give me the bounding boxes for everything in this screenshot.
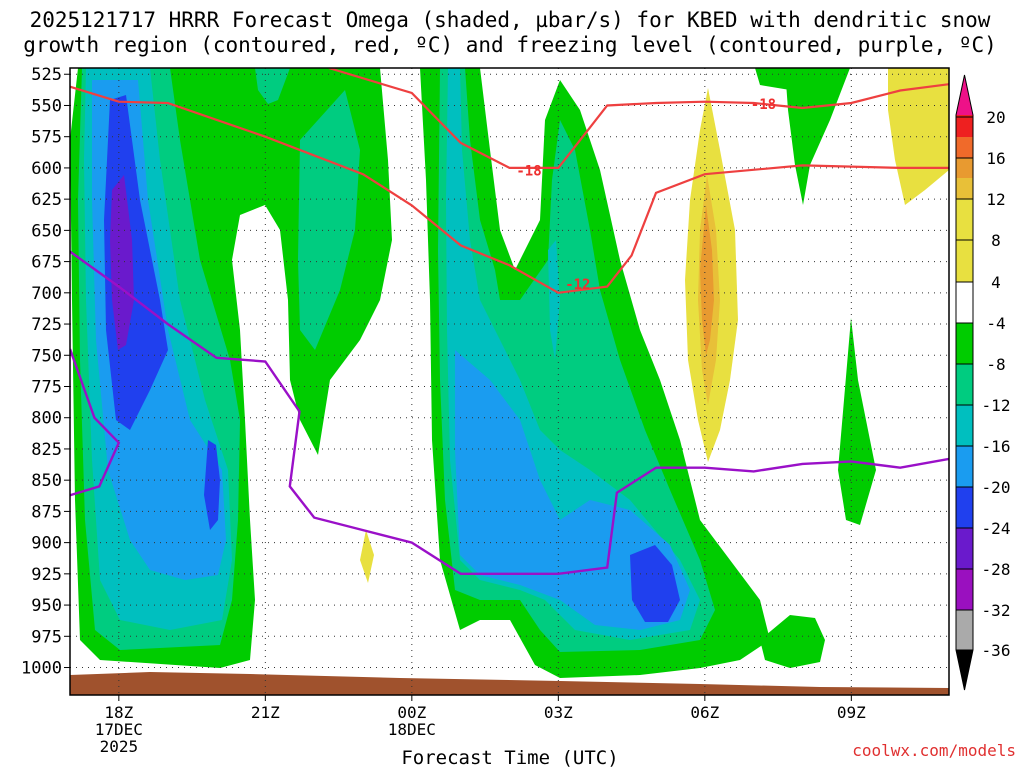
colorbar-label: 16 <box>986 149 1005 168</box>
colorbar-label: -28 <box>982 560 1011 579</box>
x-tick-label: 00Z <box>397 703 426 722</box>
y-tick-label: 925 <box>31 565 62 585</box>
y-tick-label: 775 <box>31 377 62 397</box>
plot-frame <box>69 67 950 696</box>
y-axis: 525 550 575 600 625 650 675 700 725 750 775 800 825 8… <box>21 65 70 679</box>
colorbar-segment <box>956 610 973 650</box>
freezing-level-contour <box>70 250 949 575</box>
y-tick-label: 875 <box>31 502 62 522</box>
freezing-level-contour <box>70 348 121 497</box>
contour-label: -18 <box>751 97 776 113</box>
y-tick-label: 750 <box>31 346 62 366</box>
colorbar-segment <box>956 199 973 240</box>
colorbar-segment <box>956 323 973 364</box>
colorbar-label: -4 <box>986 314 1005 333</box>
colorbar-segment <box>956 115 973 137</box>
colorbar-segment <box>956 282 973 323</box>
x-tick-label: 09Z <box>837 703 866 722</box>
x-tick-label: 18Z <box>104 703 133 722</box>
x-tick-label: 21Z <box>251 703 280 722</box>
title-line-2: growth region (contoured, red, ºC) and f… <box>23 33 997 57</box>
x-axis-label: Forecast Time (UTC) <box>401 747 618 768</box>
watermark: coolwx.com/models <box>852 741 1016 760</box>
colorbar-segment <box>956 137 973 158</box>
dendritic-contour <box>328 68 949 169</box>
y-tick-label: 825 <box>31 440 62 460</box>
ascent-region-green-right-spike <box>838 318 876 525</box>
colorbar-label: -36 <box>982 641 1011 660</box>
terrain-surface <box>70 672 949 695</box>
y-tick-label: 700 <box>31 284 62 304</box>
colorbar-segment <box>956 158 973 178</box>
y-tick-label: 950 <box>31 596 62 616</box>
x-tick-year: 2025 <box>100 737 139 756</box>
colorbar-label: -24 <box>982 519 1011 538</box>
colorbar-top-arrow <box>956 75 973 115</box>
colorbar-segment <box>956 240 973 282</box>
colorbar-label: -20 <box>982 478 1011 497</box>
colorbar-segment <box>956 364 973 405</box>
ascent-core-violet <box>110 175 134 350</box>
y-tick-label: 550 <box>31 96 62 116</box>
colorbar-label: -12 <box>982 396 1011 415</box>
y-tick-label: 600 <box>31 159 62 179</box>
dendritic-contour <box>70 85 949 294</box>
colorbar-label: -8 <box>986 355 1005 374</box>
colorbar-label: 8 <box>991 231 1001 250</box>
descent-region-orange-06z <box>700 205 714 355</box>
contour-label: -12 <box>565 277 590 293</box>
y-tick-label: 650 <box>31 221 62 241</box>
colorbar-label: -32 <box>982 601 1011 620</box>
colorbar-label: -16 <box>982 437 1011 456</box>
omega-shading <box>70 68 949 695</box>
contour-lines: -18 -18 -12 <box>70 68 949 575</box>
y-tick-label: 575 <box>31 128 62 148</box>
x-tick-label: 03Z <box>544 703 573 722</box>
colorbar-segment <box>956 446 973 487</box>
x-tick-date: 17DEC <box>95 720 143 739</box>
y-tick-label: 900 <box>31 534 62 554</box>
grid-lines <box>70 68 949 695</box>
x-tick-label: 06Z <box>690 703 719 722</box>
title-line-1: 2025121717 HRRR Forecast Omega (shaded, … <box>29 8 991 32</box>
ascent-region-green-right-bottom <box>760 615 825 668</box>
colorbar-bottom-arrow <box>956 650 973 690</box>
colorbar: 20 16 12 8 4 -4 -8 -12 -16 -20 -24 -28 -32 -36 <box>955 74 1011 691</box>
x-tick-date: 18DEC <box>388 720 436 739</box>
colorbar-segment <box>956 405 973 446</box>
y-tick-label: 525 <box>31 65 62 85</box>
descent-region-yellow-22z <box>360 530 374 583</box>
y-tick-label: 800 <box>31 409 62 429</box>
y-tick-label: 1000 <box>21 659 62 679</box>
ascent-region-blue-middle <box>630 545 680 622</box>
colorbar-label: 4 <box>991 273 1001 292</box>
colorbar-segment <box>956 487 973 528</box>
chart-title: 2025121717 HRRR Forecast Omega (shaded, … <box>0 8 1020 58</box>
colorbar-segment <box>956 178 973 199</box>
ascent-region-teal-small <box>548 240 560 360</box>
colorbar-label: 12 <box>986 190 1005 209</box>
y-tick-label: 625 <box>31 190 62 210</box>
colorbar-segment <box>956 528 973 569</box>
ascent-region-green-right-strip <box>785 68 850 205</box>
y-tick-label: 725 <box>31 315 62 335</box>
ascent-region-blue-small <box>204 440 220 530</box>
colorbar-segment <box>956 569 973 610</box>
contour-label: -18 <box>516 163 541 179</box>
y-tick-label: 675 <box>31 253 62 273</box>
colorbar-label: 20 <box>986 108 1005 127</box>
descent-region-yellow-11z <box>888 68 949 205</box>
ascent-region-teal-green-top <box>255 68 290 104</box>
y-tick-label: 975 <box>31 627 62 647</box>
y-tick-label: 850 <box>31 471 62 491</box>
